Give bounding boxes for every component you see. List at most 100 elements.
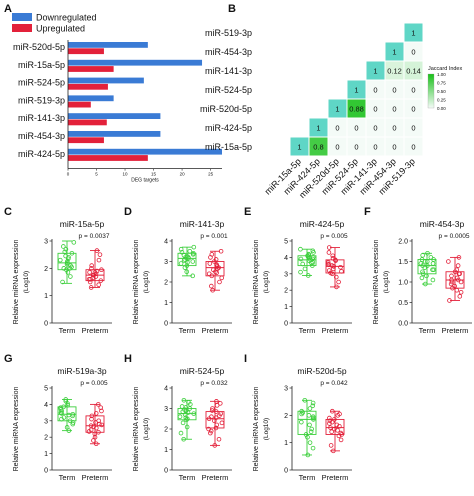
boxplot-y-tick-label: 4 xyxy=(284,255,288,262)
boxplot-y-axis-sublabel: (Log10) xyxy=(263,418,270,440)
boxplot-point xyxy=(457,271,462,277)
boxplot-point xyxy=(310,256,315,262)
boxplot-point xyxy=(329,419,335,425)
boxplot-point xyxy=(302,397,308,403)
boxplot-title: miR-141-3p xyxy=(180,219,225,229)
boxplot-point xyxy=(181,436,186,442)
boxplot-group-label: Term xyxy=(299,326,316,335)
boxplot-y-tick-label: 0.5 xyxy=(398,300,408,307)
boxplot-point xyxy=(299,408,304,414)
boxplot-point xyxy=(218,411,223,416)
boxplot-pvalue: p = 0.0005 xyxy=(439,233,470,240)
boxplot-point xyxy=(332,417,337,422)
boxplot-title: miR-519a-3p xyxy=(57,366,106,376)
boxplot-point xyxy=(214,399,219,404)
bar-up xyxy=(68,119,107,126)
bar-down xyxy=(68,113,161,119)
heatmap-row-label: miR-454-3p xyxy=(205,47,252,57)
boxplot-point xyxy=(64,425,70,430)
boxplot-group-label: Term xyxy=(179,473,196,482)
boxplot-point xyxy=(96,282,102,288)
boxplot-point xyxy=(95,402,101,407)
boxplot-y-tick-label: 0 xyxy=(284,468,288,475)
bar-category-label: miR-524-5p xyxy=(18,78,65,88)
boxplot-y-tick-label: 5 xyxy=(44,386,48,393)
boxplot-point xyxy=(88,276,93,282)
boxplot-point xyxy=(209,283,214,289)
boxplot-point xyxy=(214,403,220,408)
boxplot-y-axis-sublabel: (Log10) xyxy=(143,418,150,440)
boxplot-point xyxy=(420,269,425,275)
boxplot-y-tick-label: 1.5 xyxy=(398,259,408,266)
boxplot-point xyxy=(213,257,219,262)
boxplot-group-label: Preterm xyxy=(322,473,349,482)
heatmap-row-label: miR-141-3p xyxy=(205,66,252,76)
boxplot-point xyxy=(210,287,215,293)
boxplot-point xyxy=(454,267,460,273)
boxplot-point xyxy=(177,414,183,420)
boxplot-point xyxy=(178,430,184,436)
boxplot-point xyxy=(181,397,187,403)
heatmap-cell-value: 0 xyxy=(392,143,396,152)
bar-up xyxy=(68,66,114,72)
boxplot-point xyxy=(91,272,96,278)
boxplot-panel-4: miR-519a-3p p = 0.005 Relative miRNA expre… xyxy=(13,366,112,482)
heatmap-cell-value: 0 xyxy=(411,143,415,152)
boxplot-y-axis-label: Relative miRNA expression xyxy=(133,386,140,471)
boxplot-title: miR-424-5p xyxy=(300,219,345,229)
boxplot-point xyxy=(63,253,68,259)
boxplot-point xyxy=(298,256,304,262)
bar-up xyxy=(68,137,104,144)
heatmap-row-label: miR-15a-5p xyxy=(205,142,252,152)
heatmap-row-label: miR-519-3p xyxy=(205,28,252,38)
heatmap-cell-value: 0 xyxy=(354,124,358,133)
boxplot-y-tick-label: 5 xyxy=(284,239,288,246)
heatmap-cell-value: 0 xyxy=(411,124,415,133)
boxplot-point xyxy=(88,285,94,290)
boxplot-y-tick-label: 4 xyxy=(164,386,168,393)
boxplot-point xyxy=(310,263,315,268)
boxplot-point xyxy=(209,252,215,257)
boxplot-point xyxy=(89,413,95,419)
boxplot-box xyxy=(297,410,317,435)
boxplot-point xyxy=(455,263,461,268)
panel-label-i: I xyxy=(244,353,247,365)
boxplot-point xyxy=(59,411,64,416)
heatmap-row-label: miR-424-5p xyxy=(205,123,252,133)
boxplot-y-tick-label: 0 xyxy=(44,321,48,328)
boxplot-point xyxy=(97,252,103,257)
boxplot-point xyxy=(86,276,92,282)
boxplot-point xyxy=(208,430,213,436)
bar-x-tick-label: 20 xyxy=(180,172,186,177)
boxplot-point xyxy=(184,417,189,423)
panel-label-g: G xyxy=(4,353,13,365)
heatmap-legend-tick: 0.25 xyxy=(437,98,446,103)
boxplot-point xyxy=(185,416,190,422)
boxplot-point xyxy=(61,415,67,420)
boxplot-y-tick-label: 1 xyxy=(284,304,288,311)
boxplot-point xyxy=(308,429,314,435)
boxplot-point xyxy=(458,289,464,295)
boxplot-panels: miR-15a-5p p = 0.0037 Relative miRNA expre… xyxy=(13,219,472,482)
bar-up xyxy=(68,101,91,108)
boxplot-y-tick-label: 0 xyxy=(284,321,288,328)
boxplot-y-tick-label: 4 xyxy=(44,402,48,409)
heatmap-cell-value: 0 xyxy=(373,124,377,133)
heatmap-legend-title: Jaccard Index xyxy=(428,66,462,72)
panel-label-d: D xyxy=(124,206,132,218)
boxplot-y-tick-label: 0 xyxy=(164,321,168,328)
boxplot-point xyxy=(209,408,215,413)
boxplot-y-tick-label: 2 xyxy=(164,280,168,287)
boxplot-point xyxy=(330,253,336,259)
boxplot-point xyxy=(329,429,334,435)
boxplot-point xyxy=(98,405,104,410)
boxplot-point xyxy=(217,279,222,285)
boxplot-point xyxy=(334,422,340,428)
boxplot-group-label: Preterm xyxy=(202,473,229,482)
boxplot-y-axis-sublabel: (Log10) xyxy=(143,271,150,293)
boxplot-point xyxy=(69,251,75,256)
heatmap-cell-value: 1 xyxy=(373,67,377,76)
boxplot-point xyxy=(310,400,316,406)
heatmap-legend-tick: 0.00 xyxy=(437,106,446,111)
boxplot-point xyxy=(57,257,63,263)
